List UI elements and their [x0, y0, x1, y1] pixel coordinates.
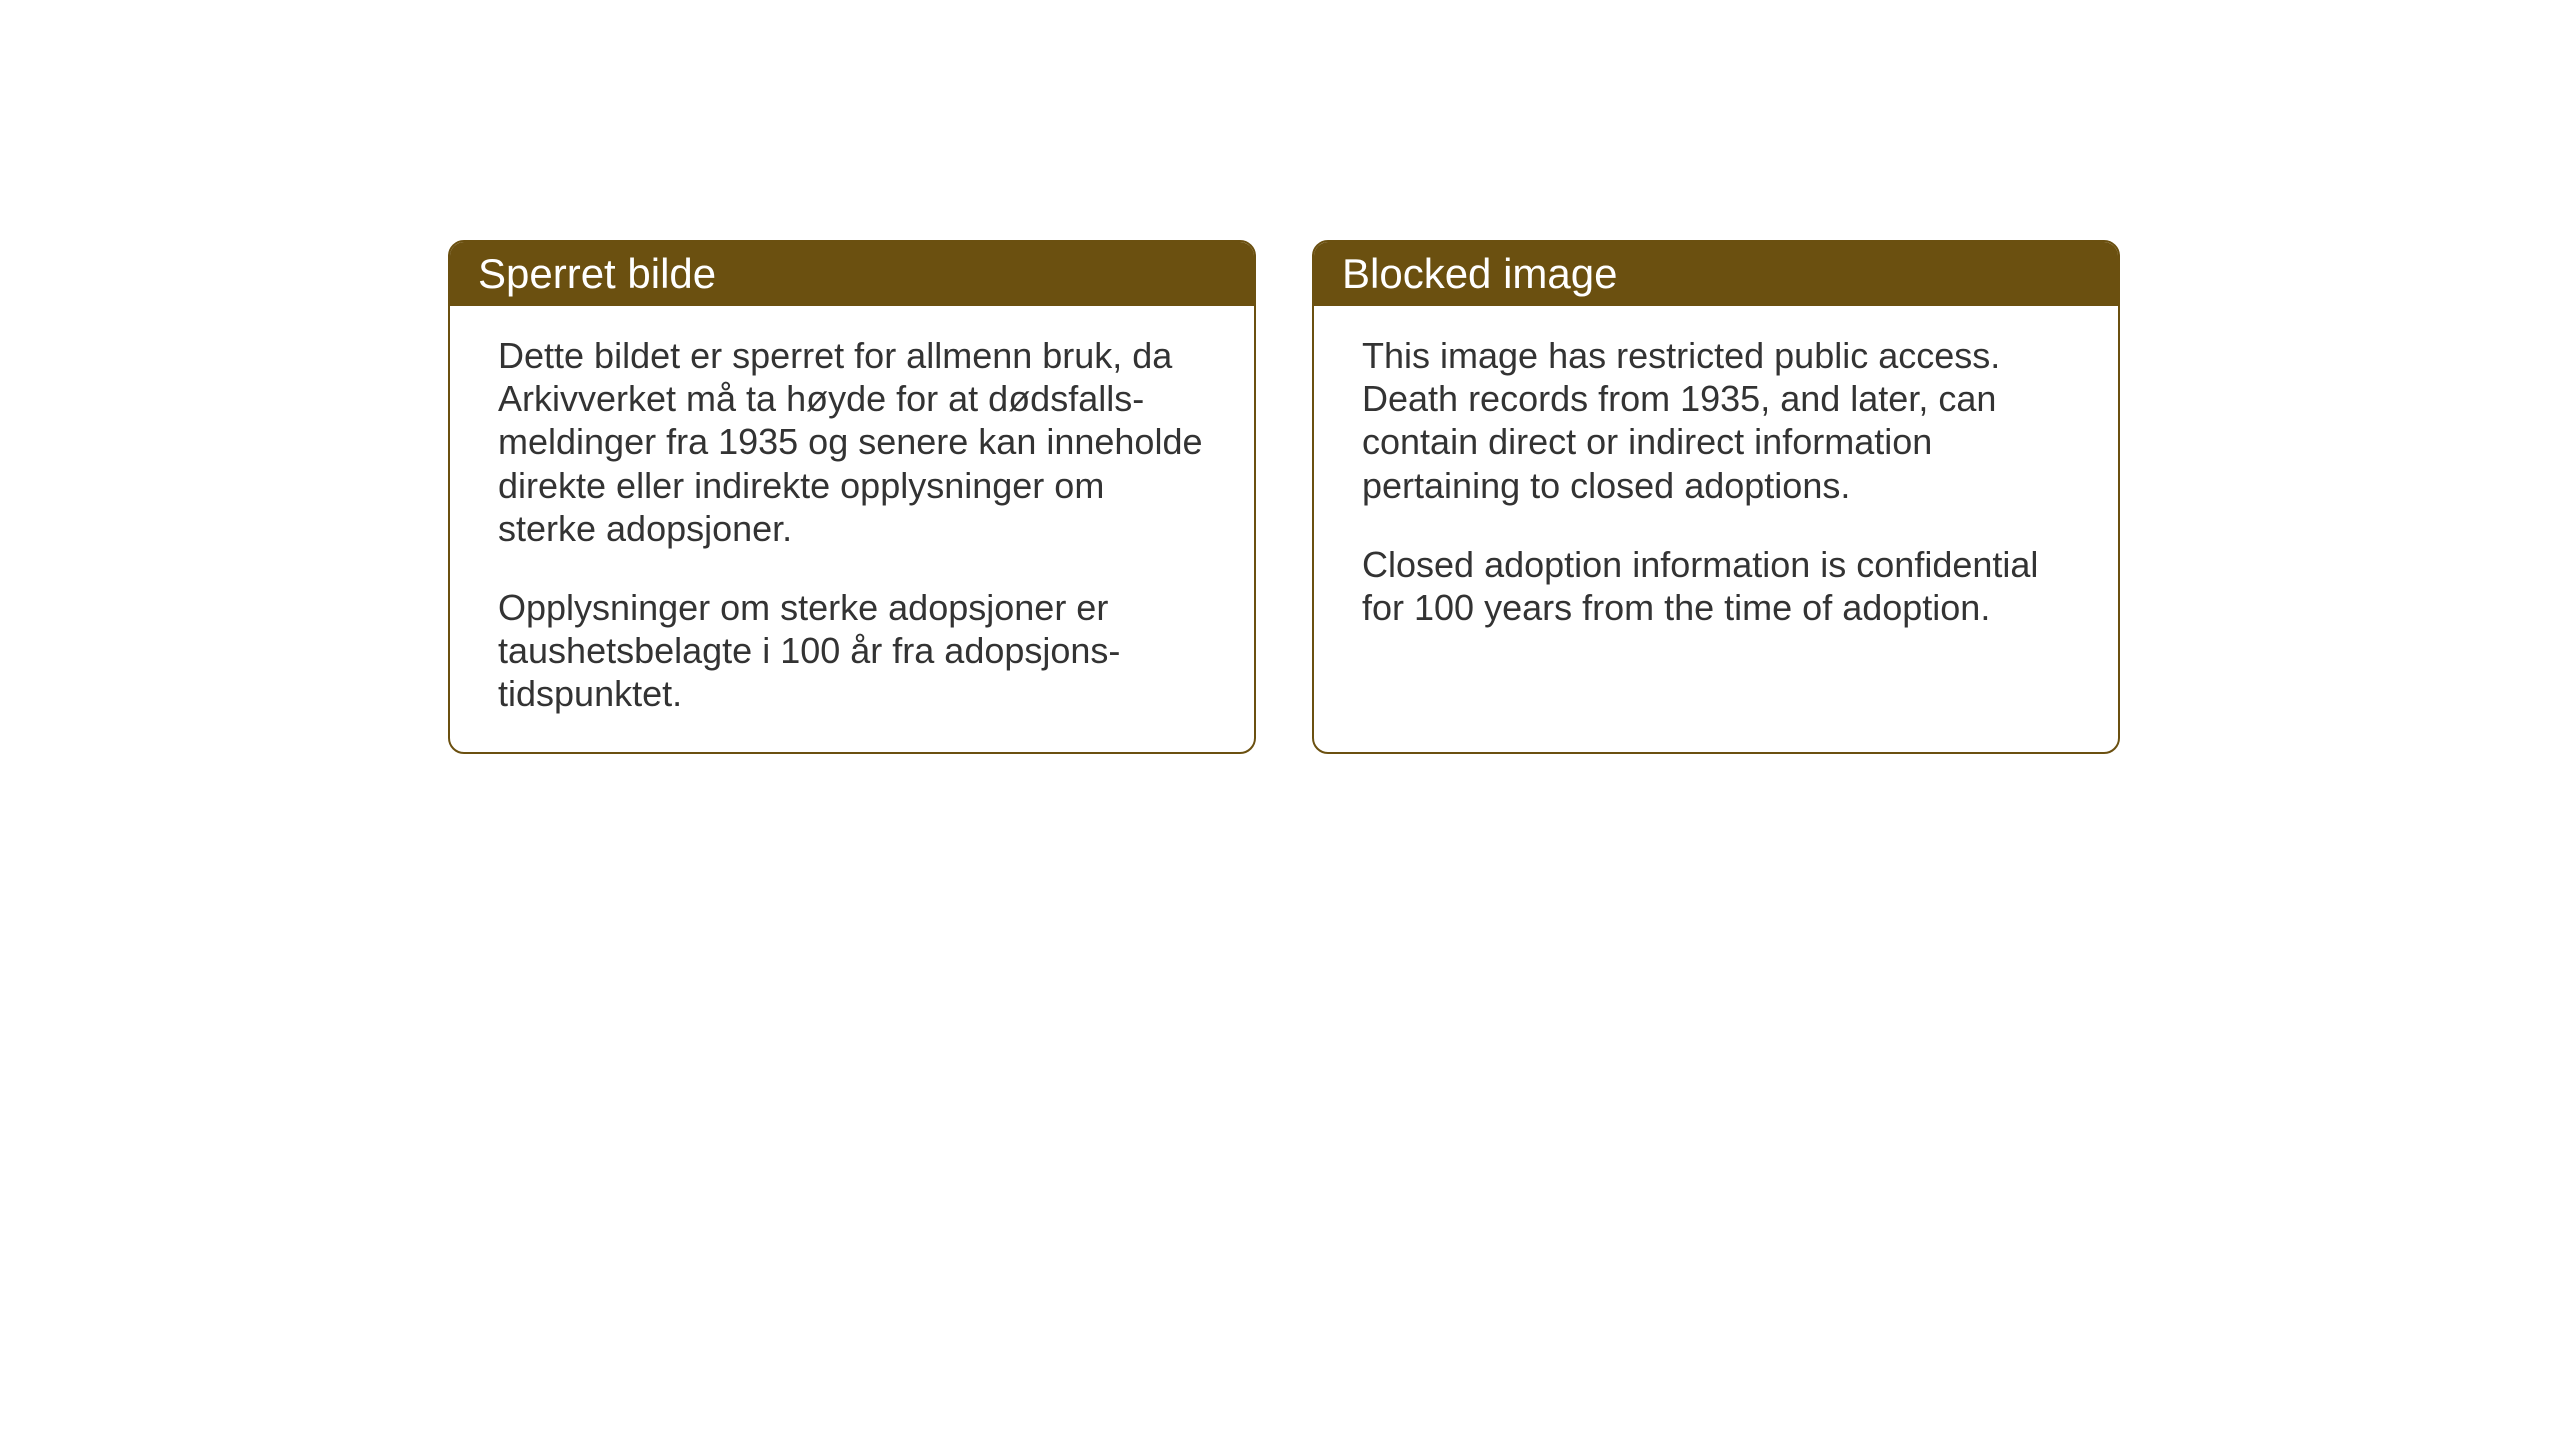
card-title-english: Blocked image	[1342, 250, 1617, 297]
card-paragraph2-norwegian: Opplysninger om sterke adopsjoner er tau…	[498, 586, 1206, 716]
card-body-norwegian: Dette bildet er sperret for allmenn bruk…	[450, 306, 1254, 752]
card-header-norwegian: Sperret bilde	[450, 242, 1254, 306]
card-norwegian: Sperret bilde Dette bildet er sperret fo…	[448, 240, 1256, 754]
card-paragraph2-english: Closed adoption information is confident…	[1362, 543, 2070, 629]
card-paragraph1-english: This image has restricted public access.…	[1362, 334, 2070, 507]
card-body-english: This image has restricted public access.…	[1314, 306, 2118, 665]
card-header-english: Blocked image	[1314, 242, 2118, 306]
cards-container: Sperret bilde Dette bildet er sperret fo…	[448, 240, 2120, 754]
card-paragraph1-norwegian: Dette bildet er sperret for allmenn bruk…	[498, 334, 1206, 550]
card-title-norwegian: Sperret bilde	[478, 250, 716, 297]
card-english: Blocked image This image has restricted …	[1312, 240, 2120, 754]
